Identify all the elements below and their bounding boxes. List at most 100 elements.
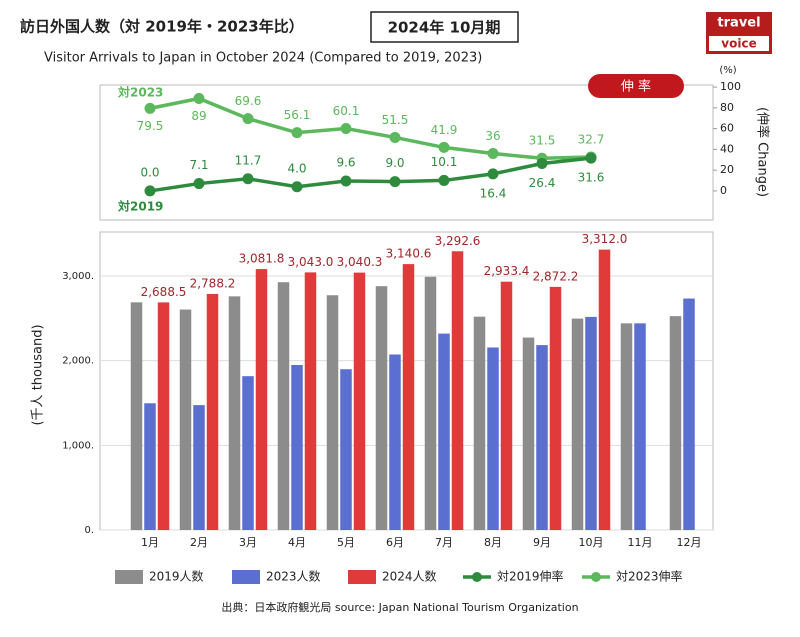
legend-label: 2024人数 bbox=[382, 569, 437, 584]
point bbox=[340, 123, 352, 135]
value-label: 2,788.2 bbox=[190, 276, 236, 290]
bar bbox=[683, 298, 695, 530]
logo-box bbox=[709, 36, 769, 51]
bar bbox=[438, 333, 450, 530]
value-label: 36 bbox=[485, 129, 500, 143]
x-tick-label: 2月 bbox=[190, 536, 208, 549]
x-tick-label: 12月 bbox=[677, 536, 702, 549]
y-tick-label: 3,000. bbox=[62, 271, 94, 282]
point bbox=[487, 168, 499, 180]
legend-label: 対2019伸率 bbox=[497, 569, 564, 584]
bar bbox=[424, 276, 437, 530]
bar bbox=[451, 251, 464, 531]
x-tick-label: 6月 bbox=[386, 536, 404, 549]
legend-swatch bbox=[232, 570, 260, 584]
bar bbox=[522, 337, 535, 530]
legend-swatch bbox=[115, 570, 143, 584]
bar bbox=[536, 345, 548, 530]
bar bbox=[179, 309, 192, 530]
bar bbox=[206, 293, 219, 530]
x-tick-label: 1月 bbox=[141, 536, 159, 549]
bar bbox=[304, 272, 317, 530]
point bbox=[536, 158, 548, 170]
line bbox=[149, 156, 592, 193]
value-label: 3,292.6 bbox=[435, 234, 481, 248]
logo-text: travel bbox=[717, 16, 760, 31]
y2-tick-label: 100 bbox=[720, 80, 741, 93]
x-tick-label: 8月 bbox=[484, 536, 502, 549]
value-label: 69.6 bbox=[235, 94, 262, 108]
bar bbox=[130, 302, 143, 530]
bar bbox=[255, 269, 268, 530]
x-tick-label: 3月 bbox=[239, 536, 257, 549]
x-tick-label: 10月 bbox=[579, 536, 604, 549]
bar bbox=[193, 405, 205, 530]
bar bbox=[500, 281, 513, 530]
value-label: 56.1 bbox=[284, 108, 311, 122]
value-label: 51.5 bbox=[382, 113, 409, 127]
bar bbox=[634, 323, 646, 530]
bar bbox=[242, 376, 254, 530]
source: 出典：日本政府観光局 source: Japan National Touris… bbox=[221, 600, 578, 614]
point bbox=[291, 127, 303, 139]
y2-tick-label: 60 bbox=[720, 122, 734, 135]
legend-label: 2019人数 bbox=[149, 569, 204, 584]
badge-text: 伸 率 bbox=[621, 79, 651, 95]
value-label: 2,933.4 bbox=[484, 264, 530, 278]
chart-title: 訪日外国人数（対 2019年・2023年比） bbox=[20, 18, 304, 36]
x-tick-label: 5月 bbox=[337, 536, 355, 549]
value-label: 31.6 bbox=[578, 171, 605, 185]
point bbox=[438, 141, 450, 153]
legend-label: 対2023伸率 bbox=[616, 569, 683, 584]
value-label: 3,081.8 bbox=[239, 252, 285, 266]
point bbox=[585, 152, 597, 164]
subtitle: Visitor Arrivals to Japan in October 202… bbox=[44, 51, 482, 66]
x-tick-label: 4月 bbox=[288, 536, 306, 549]
badge bbox=[588, 74, 684, 98]
value-label: 41.9 bbox=[431, 123, 458, 137]
x-tick-label: 7月 bbox=[435, 536, 453, 549]
y-tick-label: 0. bbox=[84, 525, 94, 536]
bar bbox=[389, 354, 401, 530]
point bbox=[389, 176, 401, 188]
value-label: 3,312.0 bbox=[582, 232, 628, 246]
bar bbox=[326, 295, 339, 530]
value-label: 89 bbox=[191, 109, 206, 123]
bar bbox=[228, 296, 241, 530]
y2-tick-label: 40 bbox=[720, 142, 734, 155]
value-label: 60.1 bbox=[333, 104, 360, 118]
bar bbox=[157, 302, 170, 530]
point bbox=[193, 93, 205, 104]
unit: (%) bbox=[719, 65, 736, 76]
legend-swatch bbox=[591, 572, 601, 582]
line bbox=[149, 96, 592, 160]
y2-tick-label: 20 bbox=[720, 163, 734, 176]
series-annotation: 対2019 bbox=[117, 199, 163, 214]
value-label: 2,688.5 bbox=[141, 285, 187, 299]
series-annotation: 対2023 bbox=[117, 85, 163, 100]
value-label: 3,043.0 bbox=[288, 255, 334, 269]
x-tick-label: 11月 bbox=[628, 536, 653, 549]
value-label: 3,040.3 bbox=[337, 255, 383, 269]
bar bbox=[353, 272, 366, 530]
bar bbox=[549, 286, 562, 530]
value-label: 0.0 bbox=[140, 165, 159, 179]
y-tick-label: 1,000. bbox=[62, 440, 94, 451]
value-label: 3,140.6 bbox=[386, 247, 432, 261]
value-label: 32.7 bbox=[578, 132, 605, 146]
legend-swatch bbox=[348, 570, 376, 584]
value-label: 11.7 bbox=[235, 153, 262, 167]
point bbox=[242, 113, 254, 125]
point bbox=[291, 181, 303, 193]
bar bbox=[340, 369, 352, 530]
bar bbox=[598, 249, 611, 531]
value-label: 10.1 bbox=[431, 155, 458, 169]
y2-label: (伸率 Change) bbox=[755, 107, 771, 197]
bar bbox=[277, 282, 290, 530]
legend-swatch bbox=[472, 572, 482, 582]
bar bbox=[669, 316, 682, 530]
bar bbox=[375, 286, 388, 530]
value-label: 26.4 bbox=[529, 176, 556, 190]
bar bbox=[571, 318, 584, 530]
bar bbox=[402, 264, 415, 530]
